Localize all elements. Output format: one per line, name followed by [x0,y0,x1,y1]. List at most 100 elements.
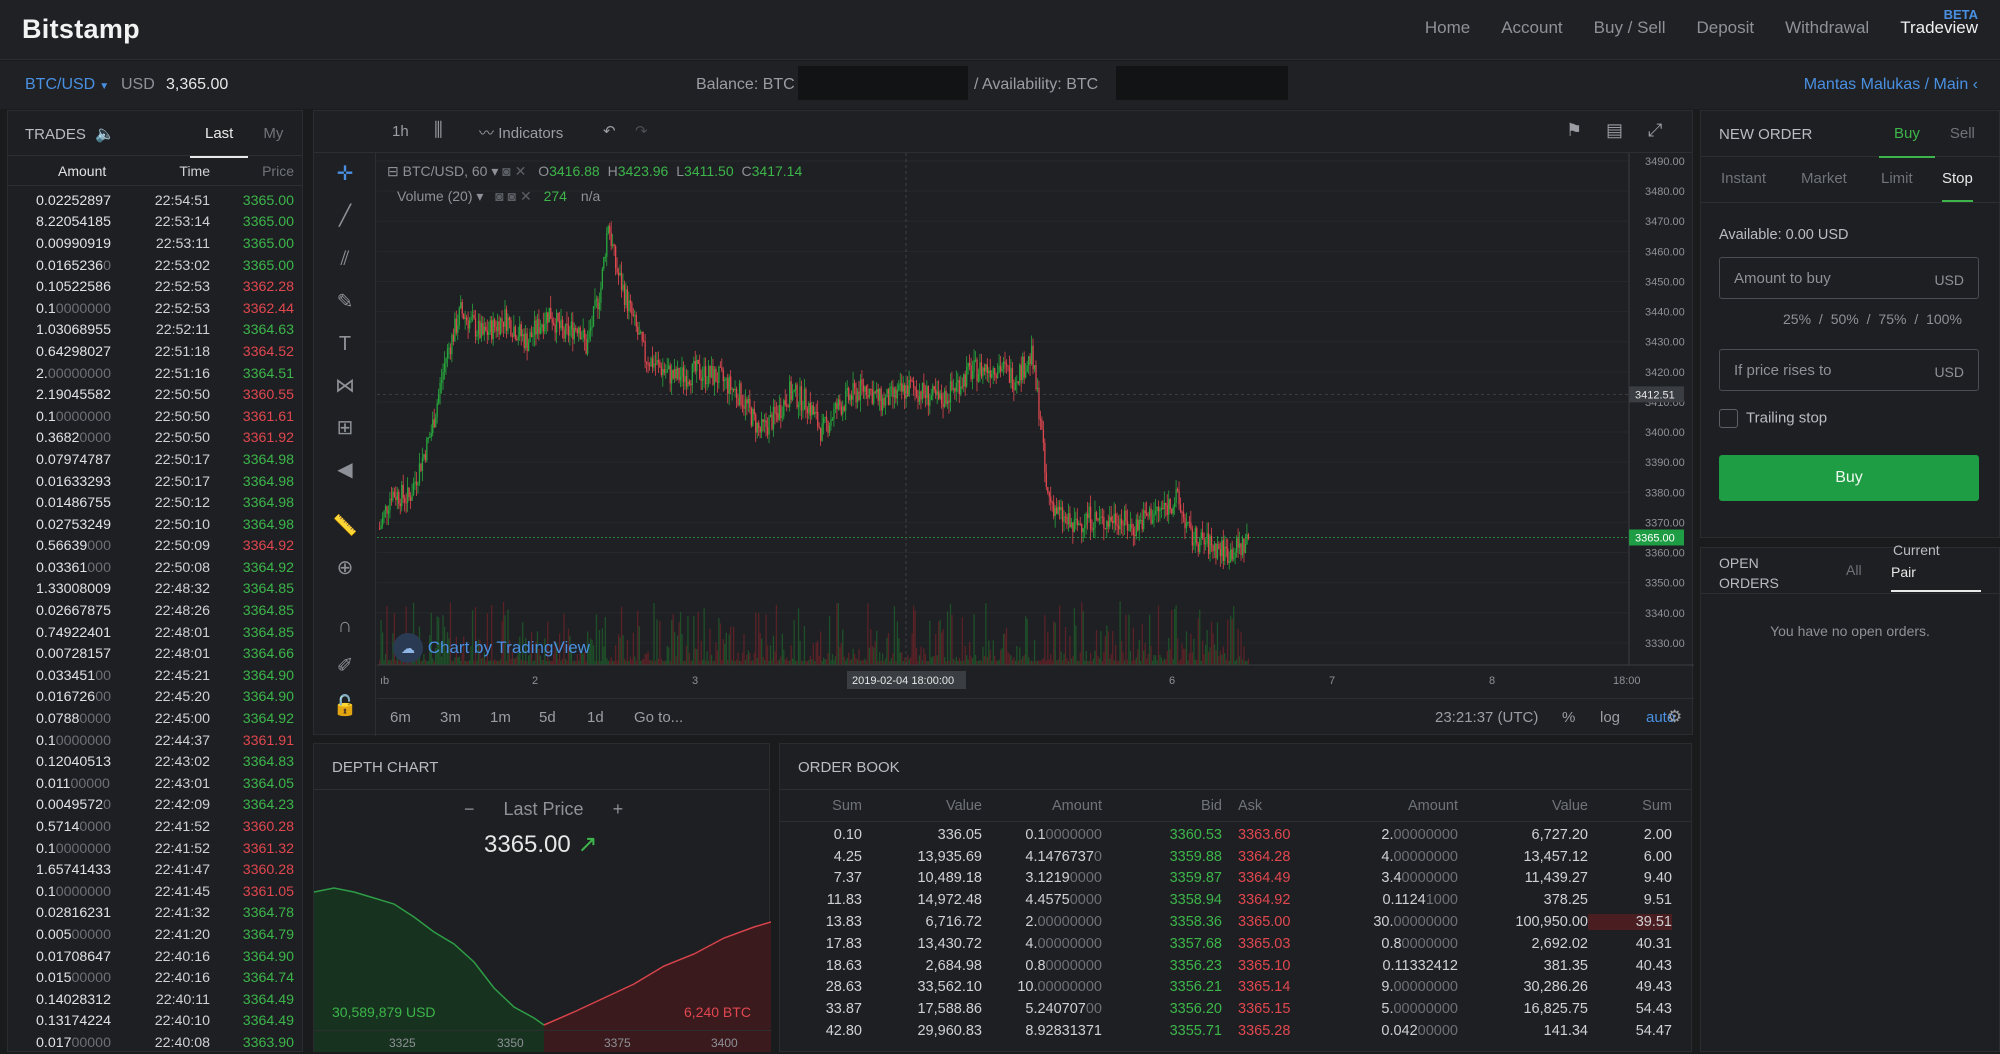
trade-row: 2.19045582 22:50:50 3360.55 [8,384,302,406]
lock-drawing-icon[interactable]: ✐ [336,655,354,677]
orderbook-row[interactable]: 33.87 17,588.86 5.24070700 3356.20 3365.15 5.… [780,998,1691,1020]
depth-tick: 3325 [389,1036,416,1050]
tab-stop[interactable]: Stop [1942,170,1973,202]
layout-icon[interactable]: ▤ [1606,120,1624,140]
tradingview-watermark[interactable]: ☁ Chart by TradingView [393,633,590,663]
tab-limit[interactable]: Limit [1881,170,1913,187]
candle-body [890,386,893,388]
zoom-out-button[interactable]: − [464,799,475,819]
zoom-icon[interactable]: ⊕ [336,557,354,579]
pitchfork-icon[interactable]: ⫽ [340,248,350,270]
pct-25[interactable]: 25% [1783,311,1812,327]
nav-account[interactable]: Account [1501,18,1563,37]
tab-buy[interactable]: Buy [1879,125,1935,158]
ruler-icon[interactable]: 📏 [332,515,358,537]
trailing-stop-checkbox[interactable] [1719,409,1738,428]
flag-icon[interactable]: ⚑ [1566,120,1583,140]
tab-my[interactable]: My [263,125,284,142]
range-3m[interactable]: 3m [440,709,461,726]
trade-row: 0.10000000 22:41:45 3361.05 [8,881,302,903]
zoom-in-button[interactable]: + [612,799,624,819]
amount-input[interactable]: Amount to buy USD [1719,257,1979,299]
nav-deposit[interactable]: Deposit [1696,18,1755,37]
tab-all[interactable]: All [1846,562,1862,578]
volume-bar [1154,655,1157,665]
candle-type-icon[interactable]: ⫼ [434,120,443,141]
trailing-stop[interactable]: Trailing stop [1719,409,1827,428]
volume-bar [769,645,772,665]
nav-tradeview[interactable]: Tradeview BETA [1900,7,1978,37]
nav-buy-sell[interactable]: Buy / Sell [1593,18,1666,37]
nav-withdrawal[interactable]: Withdrawal [1785,18,1870,37]
interval-button[interactable]: 1h [392,123,409,140]
candle-body [952,388,955,390]
trendline-icon[interactable]: ╱ [338,205,352,227]
tab-last[interactable]: Last [190,125,249,158]
volume-label[interactable]: Volume (20) [397,188,473,204]
indicators-button[interactable]: 〰 Indicators [479,125,564,142]
text-icon[interactable]: T [338,333,352,355]
tab-sell[interactable]: Sell [1949,125,1975,142]
pattern-icon[interactable]: ⋈ [335,375,355,397]
volume-bar [964,645,966,665]
price-chart[interactable]: 3490.00 3480.00 3470.00 3460.00 3450.00 3440.… [377,153,1694,698]
orderbook-row[interactable]: 11.83 14,972.48 4.45750000 3358.94 3364.92 0.… [780,889,1691,911]
crosshair-icon[interactable]: ✛ [336,163,354,185]
prediction-icon[interactable]: ⊞ [336,417,354,439]
orderbook-row[interactable]: 0.10 336.05 0.10000000 3360.53 3363.60 2.0000… [780,824,1691,846]
fullscreen-icon[interactable]: ⤢ [1648,120,1663,140]
undo-icon[interactable]: ↶ [603,123,616,140]
goto-button[interactable]: Go to... [634,709,684,726]
buy-button[interactable]: Buy [1719,455,1979,501]
orderbook-row[interactable]: 28.63 33,562.10 10.00000000 3356.21 3365.14 9… [780,977,1691,999]
symbol-label[interactable]: BTC/USD, 60 [402,163,488,179]
sound-icon[interactable]: 🔈 [95,126,115,143]
account-selector[interactable]: Mantas Malukas / Main ‹ [1803,76,1978,93]
pct-100[interactable]: 100% [1926,311,1962,327]
pct-50[interactable]: 50% [1830,311,1859,327]
stop-price-input[interactable]: If price rises to USD [1719,349,1979,391]
candle-body [457,325,459,333]
orderbook-row[interactable]: 17.83 13,430.72 4.00000000 3357.68 3365.03 0.… [780,933,1691,955]
redo-icon[interactable]: ↷ [635,123,648,140]
ask-amount: 0.80000000 [1381,935,1458,952]
tab-instant[interactable]: Instant [1721,170,1767,187]
tab-current[interactable]: Current [1893,542,1940,558]
range-5d[interactable]: 5d [539,709,556,726]
log-toggle[interactable]: log [1600,709,1621,726]
percent-toggle[interactable]: % [1562,709,1576,726]
orderbook-row[interactable]: 7.37 10,489.18 3.12190000 3359.87 3364.49 3.4… [780,868,1691,890]
brush-icon[interactable]: ✎ [336,291,354,313]
bitstamp-logo[interactable]: Bitstamp [22,14,140,44]
nav-home[interactable]: Home [1424,18,1471,37]
orderbook-row[interactable]: 18.63 2,684.98 0.80000000 3356.23 3365.10 0.1… [780,955,1691,977]
volume-bar [746,654,748,665]
pct-75[interactable]: 75% [1878,311,1907,327]
range-1m[interactable]: 1m [490,709,511,726]
orderbook-row[interactable]: 42.80 29,960.83 8.92831371 3355.71 3365.28 0.… [780,1020,1691,1042]
pair-selector[interactable]: BTC/USD ▼ [25,76,110,93]
tab-pair[interactable]: Pair [1891,564,1981,592]
tab-market[interactable]: Market [1801,170,1847,187]
settings-gear-icon[interactable]: ⚙ [1667,707,1683,726]
volume-bar [1014,660,1017,665]
candle-body [1147,515,1149,517]
candle-body [867,395,869,398]
orderbook-row[interactable]: 13.83 6,716.72 2.00000000 3358.36 3365.00 30.… [780,911,1691,933]
range-1d[interactable]: 1d [587,709,604,726]
candlestick-chart[interactable]: 3490.003480.003470.003460.003450.003440.… [377,153,1694,698]
volume-bar [904,657,906,665]
arrow-back-icon[interactable]: ◀ [337,459,353,481]
candle-body [1159,509,1161,512]
candle-body [404,497,406,503]
orderbook-row[interactable]: 4.25 13,935.69 4.14767370 3359.88 3364.28 4.0… [780,846,1691,868]
lock-icon[interactable]: 🔓 [332,695,358,717]
candle-body [737,397,739,406]
candle-body [532,335,534,338]
auto-toggle[interactable]: auto [1646,709,1676,726]
range-6m[interactable]: 6m [390,709,411,726]
volume-bar [1119,601,1121,665]
candle-body [1137,519,1139,531]
volume-bar [510,658,512,665]
magnet-icon[interactable]: ∩ [337,615,353,637]
